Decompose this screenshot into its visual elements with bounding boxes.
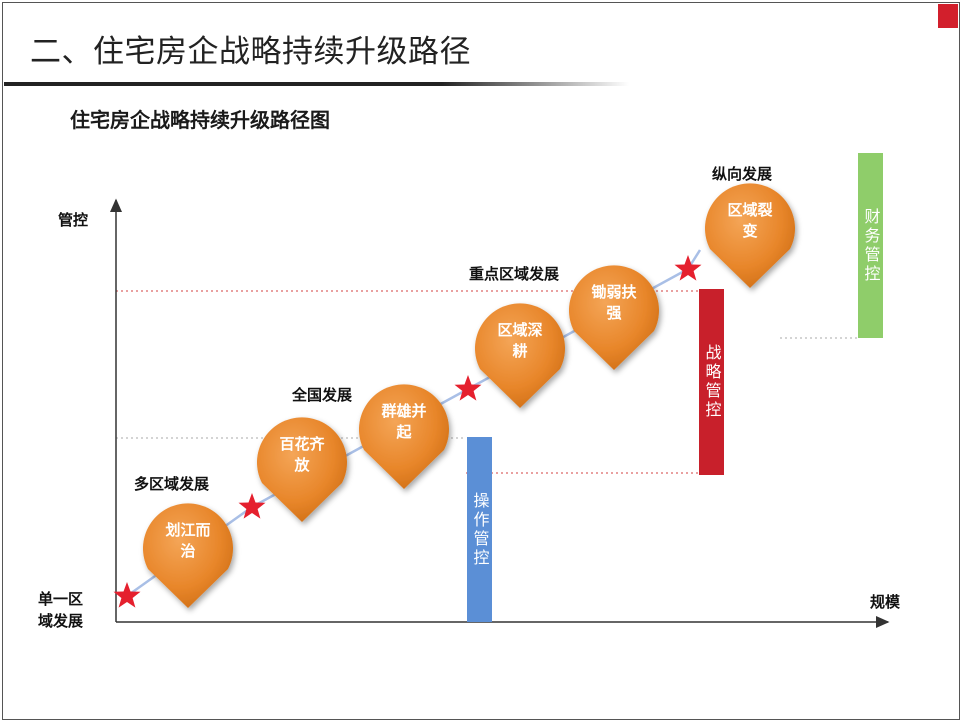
blob-line: 起 — [396, 423, 412, 441]
blob-line: 变 — [742, 222, 758, 240]
blob-text: 百花齐 放 — [263, 434, 341, 476]
bar-financial-control: 财务管控 — [858, 153, 883, 338]
stage-label: 多区域发展 — [134, 475, 210, 493]
blob-line: 锄弱扶 — [591, 283, 637, 301]
stage-blob — [359, 384, 449, 489]
stage-label: 重点区域发展 — [469, 265, 560, 283]
stage-label: 全国发展 — [292, 386, 353, 404]
blob-text: 区域深 耕 — [481, 320, 559, 362]
slide-title: 二、住宅房企战略持续升级路径 — [30, 34, 471, 70]
stage-blob — [474, 303, 565, 408]
blob-line: 百花齐 — [279, 435, 325, 453]
star-marker — [674, 255, 702, 281]
blob-text: 区域裂 变 — [711, 200, 789, 242]
header-rule — [4, 82, 629, 86]
corner-mark — [938, 4, 958, 28]
diagram-title: 住宅房企战略持续升级路径图 — [70, 108, 330, 132]
blob-text: 锄弱扶 强 — [575, 282, 653, 324]
star-marker — [238, 493, 266, 519]
star-marker — [454, 375, 482, 401]
blob-line: 治 — [180, 542, 196, 560]
blob-line: 强 — [606, 304, 622, 322]
bar-label: 战略管控 — [702, 344, 722, 420]
bar-strategic-control: 战略管控 — [699, 289, 724, 475]
blob-text: 群雄并 起 — [365, 401, 443, 443]
y-axis-label: 管控 — [58, 211, 89, 229]
blob-line: 区域裂 — [727, 201, 773, 219]
blob-text: 划江而 治 — [149, 520, 227, 562]
blob-line: 划江而 — [165, 521, 211, 539]
bar-label: 财务管控 — [861, 207, 881, 284]
x-axis-label: 规模 — [870, 593, 901, 611]
star-marker — [113, 582, 141, 608]
origin-label-line2: 域发展 — [38, 612, 84, 630]
bar-label: 操作管控 — [470, 491, 490, 568]
origin-label-line1: 单一区 — [38, 590, 84, 608]
blob-line: 耕 — [512, 342, 528, 360]
blob-line: 群雄并 — [381, 402, 427, 420]
stage-blob — [142, 503, 233, 608]
stage-blob — [705, 183, 796, 288]
stage-blob — [569, 265, 660, 370]
blob-line: 区域深 — [497, 321, 543, 339]
stage-blob — [257, 417, 347, 522]
stage-label: 纵向发展 — [712, 165, 773, 183]
bar-operational-control: 操作管控 — [467, 437, 492, 622]
blob-line: 放 — [294, 456, 310, 474]
